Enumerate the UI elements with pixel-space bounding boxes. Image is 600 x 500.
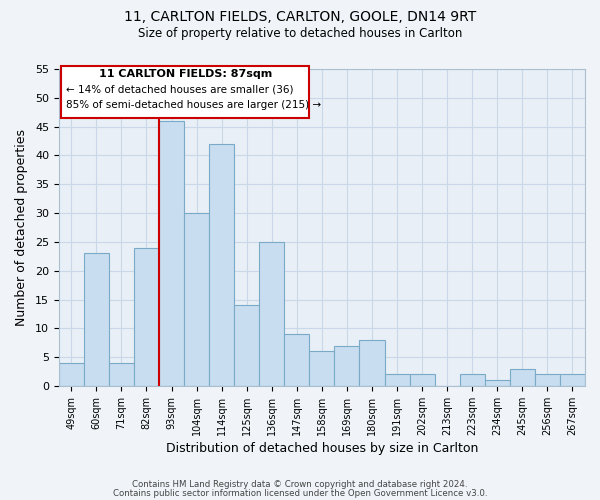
Bar [510, 368, 535, 386]
Bar [134, 248, 159, 386]
Bar [385, 374, 410, 386]
Bar [184, 213, 209, 386]
Bar [560, 374, 585, 386]
Text: 11 CARLTON FIELDS: 87sqm: 11 CARLTON FIELDS: 87sqm [99, 69, 272, 79]
Bar [460, 374, 485, 386]
Text: 11, CARLTON FIELDS, CARLTON, GOOLE, DN14 9RT: 11, CARLTON FIELDS, CARLTON, GOOLE, DN14… [124, 10, 476, 24]
Bar [284, 334, 310, 386]
Bar [59, 363, 84, 386]
Text: Contains public sector information licensed under the Open Government Licence v3: Contains public sector information licen… [113, 488, 487, 498]
Text: Size of property relative to detached houses in Carlton: Size of property relative to detached ho… [138, 28, 462, 40]
Bar [334, 346, 359, 386]
Text: Contains HM Land Registry data © Crown copyright and database right 2024.: Contains HM Land Registry data © Crown c… [132, 480, 468, 489]
Bar [310, 352, 334, 386]
FancyBboxPatch shape [61, 66, 310, 118]
Bar [234, 306, 259, 386]
Bar [84, 254, 109, 386]
Bar [535, 374, 560, 386]
Bar [410, 374, 434, 386]
Bar [209, 144, 234, 386]
Bar [159, 121, 184, 386]
Bar [109, 363, 134, 386]
Text: ← 14% of detached houses are smaller (36): ← 14% of detached houses are smaller (36… [67, 84, 294, 94]
Text: 85% of semi-detached houses are larger (215) →: 85% of semi-detached houses are larger (… [67, 100, 322, 110]
Bar [359, 340, 385, 386]
Bar [259, 242, 284, 386]
Y-axis label: Number of detached properties: Number of detached properties [15, 129, 28, 326]
Bar [485, 380, 510, 386]
X-axis label: Distribution of detached houses by size in Carlton: Distribution of detached houses by size … [166, 442, 478, 455]
